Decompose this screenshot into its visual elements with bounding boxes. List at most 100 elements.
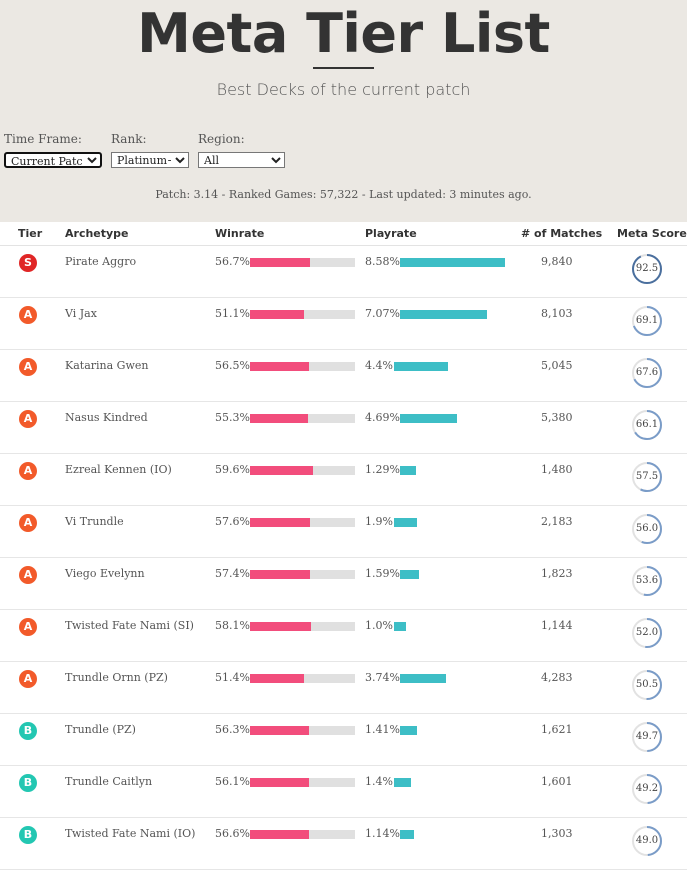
score-ring-icon (632, 826, 662, 856)
patch-info: Patch: 3.14 - Ranked Games: 57,322 - Las… (155, 188, 532, 201)
tier-badge: A (19, 514, 37, 532)
tier-badge: A (19, 670, 37, 688)
playrate-bar (400, 466, 416, 475)
meta-score-value: 57.5 (635, 471, 659, 482)
meta-score-ring: 50.5 (631, 669, 663, 701)
rank-select[interactable]: Platinum+ (111, 152, 189, 168)
archetype-name[interactable]: Ezreal Kennen (IO) (65, 463, 172, 476)
archetype-name[interactable]: Viego Evelynn (65, 567, 145, 580)
match-count: 1,303 (541, 827, 573, 840)
table-row[interactable]: A Vi Trundle 57.6% 1.9% 2,183 56.0 (0, 506, 687, 558)
table-row[interactable]: B Trundle Caitlyn 56.1% 1.4% 1,601 49.2 (0, 766, 687, 818)
table-row[interactable]: B Trundle (PZ) 56.3% 1.41% 1,621 49.7 (0, 714, 687, 766)
winrate-bar-fill (250, 622, 311, 631)
archetype-name[interactable]: Vi Jax (65, 307, 97, 320)
archetype-name[interactable]: Trundle Ornn (PZ) (65, 671, 168, 684)
match-count: 5,045 (541, 359, 573, 372)
playrate-value: 1.29% (365, 463, 400, 476)
time-frame-select[interactable]: Current Patch (4, 152, 102, 168)
col-winrate[interactable]: Winrate (215, 227, 265, 240)
meta-score-ring: 49.7 (631, 721, 663, 753)
tier-badge: A (19, 618, 37, 636)
match-count: 1,621 (541, 723, 573, 736)
archetype-name[interactable]: Twisted Fate Nami (SI) (65, 619, 194, 632)
match-count: 8,103 (541, 307, 573, 320)
col-archetype[interactable]: Archetype (65, 227, 129, 240)
playrate-bar (400, 258, 505, 267)
page-subtitle: Best Decks of the current patch (216, 80, 471, 99)
playrate-bar (394, 362, 448, 371)
archetype-name[interactable]: Katarina Gwen (65, 359, 149, 372)
meta-score-ring: 49.2 (631, 773, 663, 805)
col-playrate[interactable]: Playrate (365, 227, 417, 240)
table-header: Tier Archetype Winrate Playrate # of Mat… (0, 222, 687, 246)
table-row[interactable]: A Ezreal Kennen (IO) 59.6% 1.29% 1,480 57.5 (0, 454, 687, 506)
playrate-value: 4.69% (365, 411, 400, 424)
col-matches[interactable]: # of Matches (521, 227, 603, 240)
playrate-bar (400, 830, 414, 839)
playrate-bar (394, 622, 406, 631)
meta-score-value: 67.6 (635, 367, 659, 378)
score-ring-icon (632, 774, 662, 804)
winrate-bar-fill (250, 726, 309, 735)
winrate-value: 55.3% (215, 411, 250, 424)
tier-badge: A (19, 566, 37, 584)
region-select[interactable]: All (198, 152, 285, 168)
archetype-name[interactable]: Vi Trundle (65, 515, 124, 528)
table-row[interactable]: A Katarina Gwen 56.5% 4.4% 5,045 67.6 (0, 350, 687, 402)
meta-score-ring: 49.0 (631, 825, 663, 857)
match-count: 1,480 (541, 463, 573, 476)
winrate-value: 56.1% (215, 775, 250, 788)
winrate-bar-track (250, 414, 355, 423)
table-row[interactable]: A Twisted Fate Nami (SI) 58.1% 1.0% 1,144 52.… (0, 610, 687, 662)
winrate-bar-track (250, 258, 355, 267)
winrate-bar-fill (250, 570, 310, 579)
archetype-name[interactable]: Pirate Aggro (65, 255, 137, 268)
playrate-value: 1.0% (365, 619, 393, 632)
winrate-bar-track (250, 518, 355, 527)
match-count: 2,183 (541, 515, 573, 528)
table-row[interactable]: S Pirate Aggro 56.7% 8.58% 9,840 92.5 (0, 246, 687, 298)
winrate-value: 57.6% (215, 515, 250, 528)
playrate-value: 7.07% (365, 307, 400, 320)
table-body: S Pirate Aggro 56.7% 8.58% 9,840 92.5 A Vi Jax 5… (0, 246, 687, 870)
playrate-bar (400, 726, 417, 735)
match-count: 1,601 (541, 775, 573, 788)
meta-score-value: 66.1 (635, 419, 659, 430)
meta-score-value: 50.5 (635, 679, 659, 690)
table-row[interactable]: A Viego Evelynn 57.4% 1.59% 1,823 53.6 (0, 558, 687, 610)
table-row[interactable]: B Twisted Fate Nami (IO) 56.6% 1.14% 1,303 49… (0, 818, 687, 870)
table-row[interactable]: A Nasus Kindred 55.3% 4.69% 5,380 66.1 (0, 402, 687, 454)
winrate-value: 56.7% (215, 255, 250, 268)
meta-score-value: 69.1 (635, 315, 659, 326)
playrate-bar (400, 310, 487, 319)
archetype-name[interactable]: Nasus Kindred (65, 411, 148, 424)
rank-filter: Rank: Platinum+ (111, 132, 189, 168)
tier-badge: A (19, 462, 37, 480)
tier-badge: B (19, 722, 37, 740)
winrate-bar-fill (250, 518, 310, 527)
table-row[interactable]: A Vi Jax 51.1% 7.07% 8,103 69.1 (0, 298, 687, 350)
col-tier[interactable]: Tier (18, 227, 43, 240)
winrate-bar-fill (250, 414, 308, 423)
score-ring-icon (632, 618, 662, 648)
match-count: 9,840 (541, 255, 573, 268)
meta-score-value: 92.5 (635, 263, 659, 274)
score-ring-icon (632, 670, 662, 700)
playrate-value: 1.9% (365, 515, 393, 528)
tier-badge: A (19, 410, 37, 428)
score-ring-icon (632, 462, 662, 492)
page-title: Meta Tier List (137, 2, 550, 65)
archetype-name[interactable]: Twisted Fate Nami (IO) (65, 827, 196, 840)
rank-label: Rank: (111, 132, 147, 146)
table-row[interactable]: A Trundle Ornn (PZ) 51.4% 3.74% 4,283 50.5 (0, 662, 687, 714)
winrate-value: 56.6% (215, 827, 250, 840)
region-filter: Region: All (198, 132, 285, 168)
title-divider (313, 67, 374, 69)
page-header: Meta Tier List Best Decks of the current… (0, 0, 687, 222)
col-meta-score[interactable]: Meta Score (617, 227, 687, 240)
winrate-bar-track (250, 466, 355, 475)
winrate-bar-fill (250, 830, 309, 839)
archetype-name[interactable]: Trundle Caitlyn (65, 775, 153, 788)
archetype-name[interactable]: Trundle (PZ) (65, 723, 136, 736)
